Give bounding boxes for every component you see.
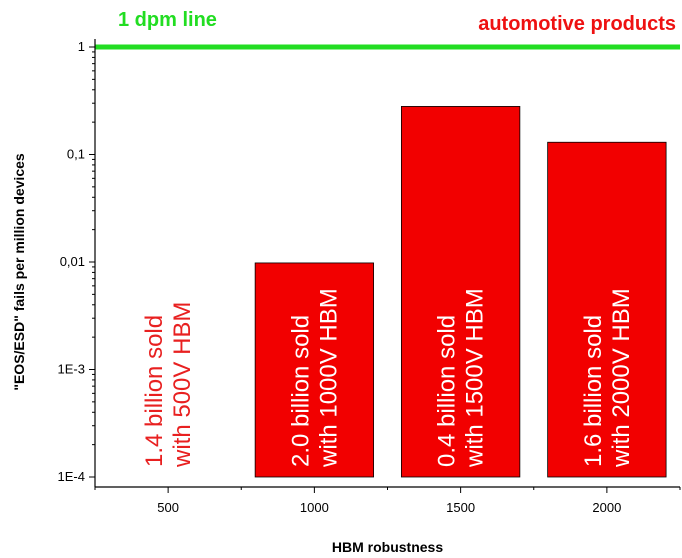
y-tick-label: 1E-3 <box>58 362 85 377</box>
y-tick-label: 1E-4 <box>58 469 85 484</box>
bar-2000 <box>547 141 667 478</box>
x-tick-label: 1000 <box>300 500 329 515</box>
x-axis-title: HBM robustness <box>332 539 443 555</box>
bar-label-2000: 1.6 billion soldwith 2000V HBM <box>580 288 635 468</box>
bar-label-line2: with 1000V HBM <box>315 288 342 468</box>
bar-label-line1: 2.0 billion sold <box>287 315 314 467</box>
axes-layer: 1 0,1 0,01 1E-3 1E-4 500 1000 1500 2000 <box>58 39 681 515</box>
y-tick-label: 1 <box>78 39 85 54</box>
bars-layer <box>254 106 667 478</box>
bar-label-line2: with 1500V HBM <box>462 288 489 468</box>
top-right-label: automotive products <box>478 13 676 35</box>
bar-labels-layer: 1.4 billion soldwith 500V HBM 2.0 billion… <box>141 288 635 468</box>
reference-line-label: 1 dpm line <box>118 9 217 31</box>
bar-label-line1: 1.4 billion sold <box>141 315 168 467</box>
x-tick-label: 500 <box>157 500 179 515</box>
bar-1500 <box>400 106 521 478</box>
bar-label-line1: 0.4 billion sold <box>434 315 461 467</box>
bar-label-line2: with 500V HBM <box>169 302 196 468</box>
y-tick-label: 0,01 <box>60 254 85 269</box>
bar-1000 <box>254 262 375 478</box>
y-tick-label: 0,1 <box>67 147 85 162</box>
bar-label-line2: with 2000V HBM <box>608 288 635 468</box>
bar-label-1500: 0.4 billion soldwith 1500V HBM <box>434 288 489 468</box>
bar-label-1000: 2.0 billion soldwith 1000V HBM <box>287 288 342 468</box>
x-tick-label: 2000 <box>592 500 621 515</box>
bar-label-500: 1.4 billion soldwith 500V HBM <box>141 302 196 468</box>
y-axis-title: "EOS/ESD" fails per million devices <box>11 153 27 391</box>
bar-label-line1: 1.6 billion sold <box>580 315 607 467</box>
x-tick-label: 1500 <box>446 500 475 515</box>
